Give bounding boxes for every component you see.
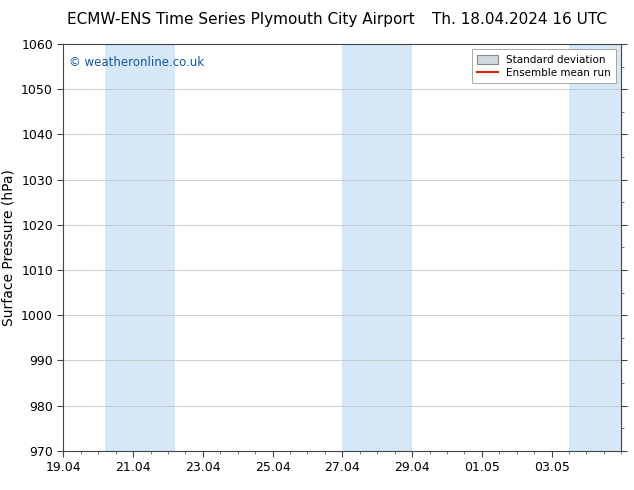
Text: ECMW-ENS Time Series Plymouth City Airport: ECMW-ENS Time Series Plymouth City Airpo… — [67, 12, 415, 27]
Y-axis label: Surface Pressure (hPa): Surface Pressure (hPa) — [1, 169, 16, 326]
Bar — [105, 44, 175, 451]
Text: © weatheronline.co.uk: © weatheronline.co.uk — [69, 56, 204, 69]
Legend: Standard deviation, Ensemble mean run: Standard deviation, Ensemble mean run — [472, 49, 616, 83]
Bar — [569, 44, 621, 451]
Bar — [342, 44, 412, 451]
Text: Th. 18.04.2024 16 UTC: Th. 18.04.2024 16 UTC — [432, 12, 607, 27]
